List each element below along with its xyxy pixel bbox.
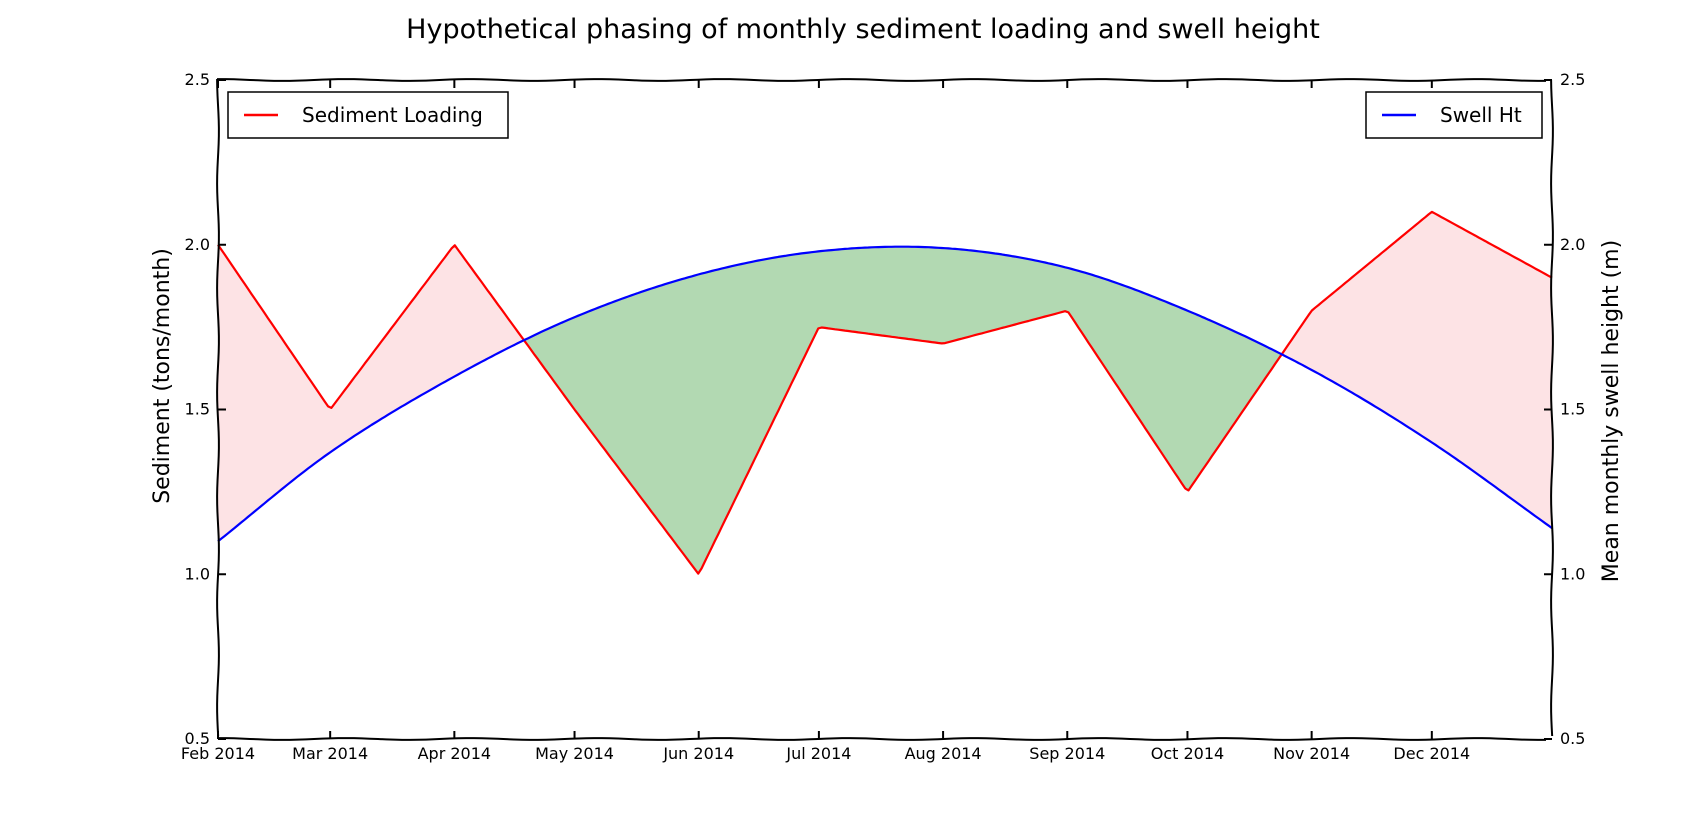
- legend-label: Sediment Loading: [302, 103, 483, 127]
- y-axis-label-right: Mean monthly swell height (m): [1599, 240, 1624, 582]
- y-tick-label-right: 1.0: [1560, 564, 1585, 583]
- legend-label: Swell Ht: [1440, 103, 1522, 127]
- chart-title: Hypothetical phasing of monthly sediment…: [406, 14, 1320, 45]
- x-tick-label: Jul 2014: [785, 744, 851, 763]
- axis-top: [217, 78, 1547, 82]
- y-tick-label-right: 0.5: [1560, 729, 1585, 748]
- series-lines: [217, 210, 1553, 575]
- fill-region-2: [1281, 211, 1552, 529]
- legends: Sediment Loading Swell Ht: [227, 91, 1543, 139]
- legend-sediment-loading: Sediment Loading: [227, 91, 509, 139]
- axes: [216, 78, 1554, 741]
- x-tick-label: Sep 2014: [1029, 744, 1105, 763]
- series-line-sediment-loading: [217, 210, 1553, 575]
- x-tick-label: Nov 2014: [1273, 744, 1350, 763]
- y-tick-label-right: 1.5: [1560, 400, 1585, 419]
- series-line-swell-ht: [217, 245, 1553, 543]
- axis-right: [1550, 79, 1554, 737]
- x-tick-label: Oct 2014: [1151, 744, 1224, 763]
- x-tick-label: May 2014: [535, 744, 614, 763]
- y-tick-label-left: 1.0: [185, 564, 210, 583]
- y-tick-label-left: 0.5: [185, 729, 210, 748]
- axis-left: [216, 79, 220, 737]
- y-tick-label-right: 2.5: [1560, 70, 1585, 89]
- x-tick-label: Mar 2014: [292, 744, 368, 763]
- fill-region-1: [524, 246, 1282, 574]
- y-tick-label-left: 2.5: [185, 70, 210, 89]
- axis-bottom: [217, 737, 1547, 741]
- y-tick-label-left: 1.5: [185, 400, 210, 419]
- x-tick-label: Jun 2014: [662, 744, 734, 763]
- ticks: 0.5 0.5 1.0 1.0 1.5 1.5 2.0 2.0 2.5 2.5 Feb 2014 Ma…: [181, 70, 1586, 763]
- legend-swell-ht: Swell Ht: [1365, 91, 1543, 139]
- y-tick-label-right: 2.0: [1560, 235, 1585, 254]
- y-axis-label-left: Sediment (tons/month): [150, 248, 175, 504]
- fill-regions: [218, 211, 1552, 574]
- x-tick-label: Apr 2014: [418, 744, 491, 763]
- fill-region-0: [218, 244, 524, 542]
- x-tick-label: Aug 2014: [905, 744, 982, 763]
- x-tick-label: Feb 2014: [181, 744, 255, 763]
- x-tick-label: Dec 2014: [1393, 744, 1470, 763]
- y-tick-label-left: 2.0: [185, 235, 210, 254]
